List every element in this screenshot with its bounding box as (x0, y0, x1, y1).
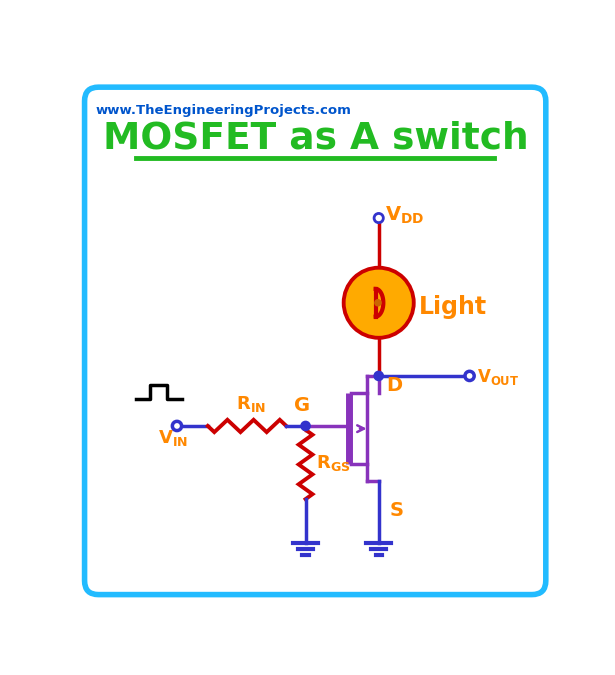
Text: $\mathbf{V}_{\mathbf{DD}}$: $\mathbf{V}_{\mathbf{DD}}$ (385, 205, 424, 225)
Text: $\mathbf{V}_{\mathbf{OUT}}$: $\mathbf{V}_{\mathbf{OUT}}$ (477, 367, 519, 387)
Text: MOSFET as A switch: MOSFET as A switch (103, 121, 528, 157)
Text: www.TheEngineeringProjects.com: www.TheEngineeringProjects.com (95, 104, 351, 117)
Circle shape (346, 269, 412, 336)
Circle shape (375, 300, 381, 306)
Text: Light: Light (419, 294, 487, 319)
Circle shape (301, 421, 310, 431)
FancyBboxPatch shape (85, 87, 546, 595)
Circle shape (374, 371, 383, 381)
Text: G: G (295, 396, 311, 414)
Text: D: D (386, 376, 403, 396)
Text: S: S (389, 501, 403, 520)
Circle shape (342, 266, 416, 340)
Text: $\mathbf{R}_{\mathbf{GS}}$: $\mathbf{R}_{\mathbf{GS}}$ (316, 454, 351, 473)
Text: $\mathbf{R}_{\mathbf{IN}}$: $\mathbf{R}_{\mathbf{IN}}$ (236, 394, 266, 414)
Text: $\mathbf{V}_{\mathbf{IN}}$: $\mathbf{V}_{\mathbf{IN}}$ (158, 428, 188, 448)
